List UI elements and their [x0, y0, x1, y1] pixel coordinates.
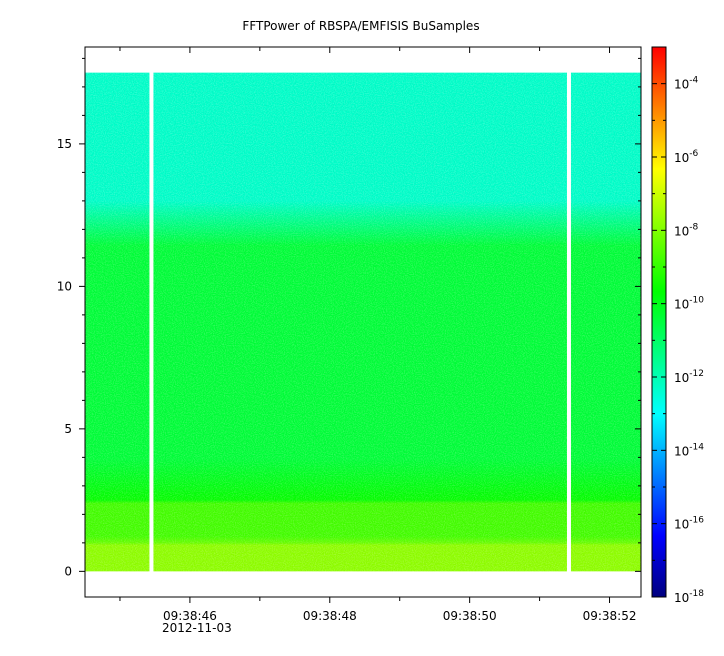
y-axis: 0 5 10 15: [57, 57, 641, 578]
colorbar-frame: [651, 46, 667, 598]
plot-frame: [84, 46, 642, 598]
y-tick-label-1: 5: [64, 422, 72, 436]
colorbar-tick-label-3: 10-12: [674, 369, 704, 385]
spectrogram-noise-dark: [85, 72, 641, 572]
colorbar-gradient: [652, 47, 666, 597]
colorbar-tick-label-7: 10-4: [674, 76, 699, 92]
data-gap-1: [566, 71, 571, 573]
colorbar: 10-18 10-16 10-14 10-12 10-10 10-8 10-6 10-4: [651, 46, 704, 605]
colorbar-tick-label-5: 10-8: [674, 222, 699, 238]
chart-title: FFTPower of RBSPA/EMFISIS BuSamples: [242, 19, 479, 33]
x-axis: 09:38:46 09:38:48 09:38:50 09:38:52: [119, 47, 637, 623]
colorbar-tick-label-4: 10-10: [674, 296, 704, 312]
y-tick-label-0: 0: [64, 564, 72, 578]
data-gap-0: [149, 71, 154, 573]
x-tick-label-0: 09:38:46: [163, 609, 217, 623]
x-tick-label-1: 09:38:48: [303, 609, 357, 623]
spectrogram-image: [85, 72, 641, 572]
colorbar-ticks: 10-18 10-16 10-14 10-12 10-10 10-8 10-6 10-4: [652, 46, 704, 605]
data-gaps: [149, 71, 571, 573]
plot-area: 09:38:46 09:38:48 09:38:50 09:38:52 0 5 10 15: [57, 46, 642, 623]
x-tick-label-2: 09:38:50: [443, 609, 497, 623]
y-tick-label-2: 10: [57, 279, 72, 293]
x-tick-label-3: 09:38:52: [583, 609, 637, 623]
y-tick-label-3: 15: [57, 137, 72, 151]
colorbar-tick-label-6: 10-6: [674, 149, 699, 165]
colorbar-tick-label-1: 10-16: [674, 516, 704, 532]
x-date-label: 2012-11-03: [162, 621, 232, 635]
colorbar-tick-label-0: 10-18: [674, 589, 704, 605]
colorbar-tick-label-2: 10-14: [674, 442, 704, 458]
